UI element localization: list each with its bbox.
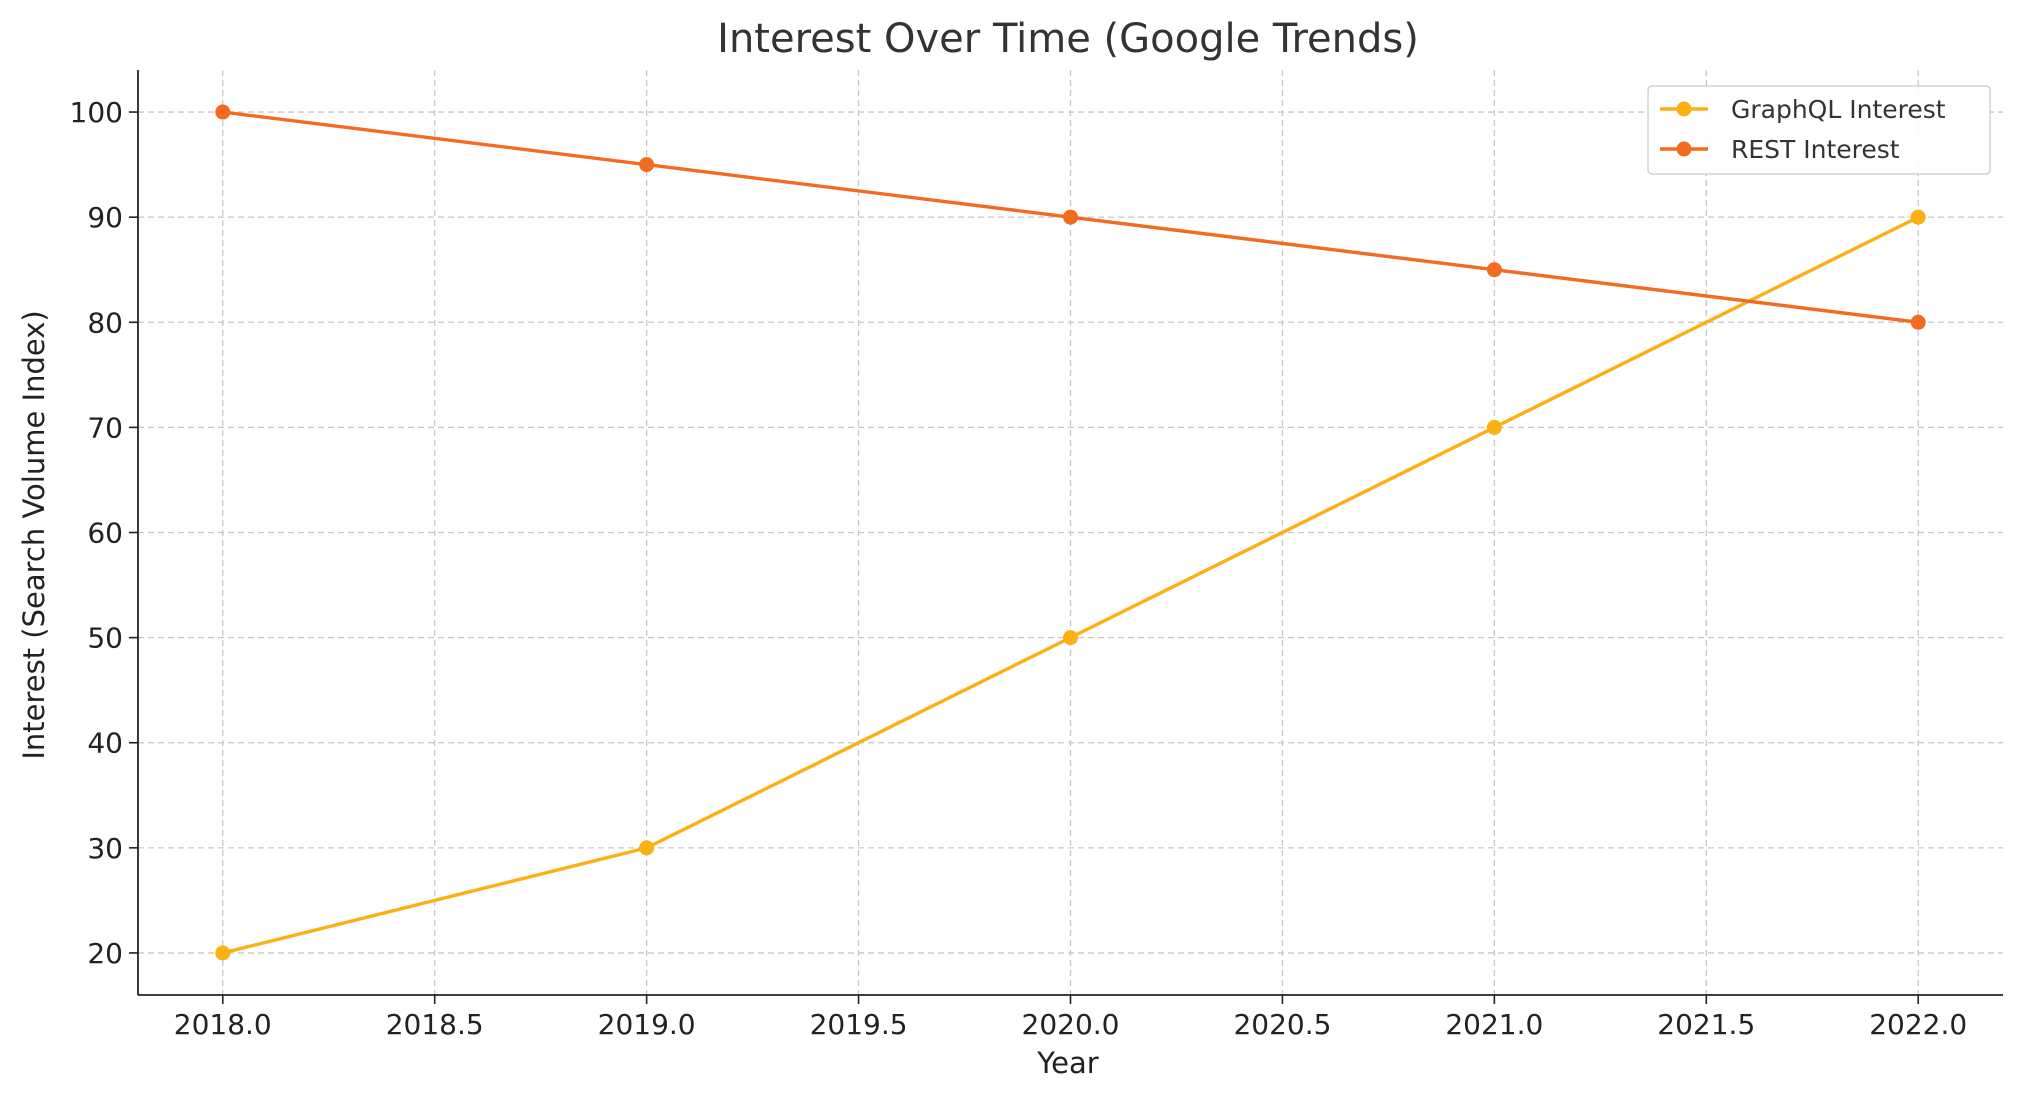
rest-interest-point — [639, 157, 655, 173]
rest-interest-point — [1910, 314, 1926, 330]
rest-interest-point — [1063, 209, 1078, 225]
y-tick-label: 70 — [87, 411, 123, 444]
graphql-interest-point — [1063, 630, 1078, 646]
x-tick-label: 2022.0 — [1869, 1008, 1967, 1041]
x-axis-label: Year — [1036, 1046, 1098, 1080]
legend-label-graphql-interest: GraphQL Interest — [1731, 95, 1946, 124]
y-tick-label: 40 — [87, 727, 123, 760]
y-tick-label: 90 — [87, 201, 123, 234]
y-axis-label: Interest (Search Volume Index) — [17, 310, 51, 759]
x-tick-label: 2019.5 — [810, 1008, 908, 1041]
graphql-interest-point — [1486, 419, 1502, 435]
graphql-interest-point — [1910, 209, 1926, 225]
rest-interest-point — [1486, 262, 1502, 278]
y-tick-label: 50 — [87, 622, 123, 655]
y-tick-label: 30 — [87, 832, 123, 865]
ticks-layer: 2018.0 2018.5 2019.0 2019.5 2020.0 2020.5 2021… — [70, 96, 1968, 1041]
legend-marker-rest-interest — [1676, 141, 1692, 157]
legend: GraphQL Interest REST Interest — [1647, 85, 1991, 175]
x-tick-label: 2020.5 — [1233, 1008, 1331, 1041]
legend-box — [1647, 85, 1991, 175]
y-tick-label: 60 — [87, 517, 123, 550]
x-tick-label: 2021.5 — [1657, 1008, 1755, 1041]
x-tick-label: 2018.5 — [386, 1008, 484, 1041]
y-tick-label: 100 — [70, 96, 123, 129]
legend-marker-graphql-interest — [1676, 101, 1692, 117]
series-layer — [215, 104, 1926, 961]
y-tick-label: 20 — [87, 937, 123, 970]
x-tick-label: 2019.0 — [598, 1008, 696, 1041]
legend-label-rest-interest: REST Interest — [1731, 135, 1900, 164]
x-tick-label: 2021.0 — [1445, 1008, 1543, 1041]
graphql-interest-point — [639, 840, 655, 856]
rest-interest-point — [215, 104, 231, 120]
chart-title: Interest Over Time (Google Trends) — [717, 16, 1419, 62]
x-tick-label: 2018.0 — [174, 1008, 272, 1041]
y-tick-label: 80 — [87, 306, 123, 339]
x-tick-label: 2020.0 — [1022, 1008, 1120, 1041]
graphql-interest-point — [215, 945, 231, 961]
